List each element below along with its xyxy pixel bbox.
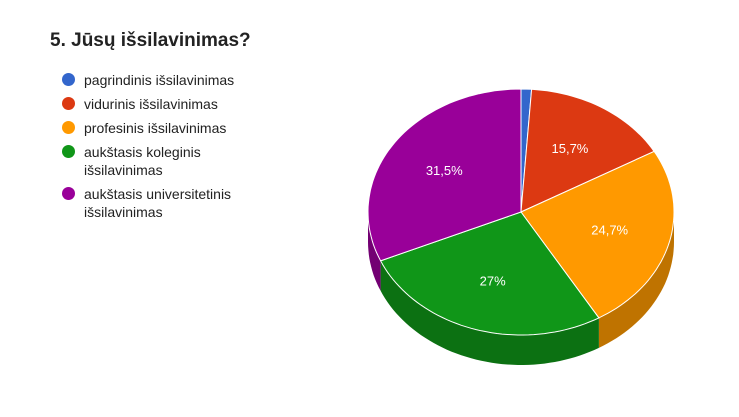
data-label: 31,5% [426,163,463,178]
slice [367,88,522,262]
legend-marker [62,145,75,158]
legend-marker [62,187,75,200]
legend-label: aukštasis koleginis išsilavinimas [84,144,201,178]
slice-side [368,212,381,291]
legend-item: aukštasis koleginis išsilavinimas [62,143,262,179]
legend-item: pagrindinis išsilavinimas [62,71,262,89]
legend-marker [62,121,75,134]
legend-marker [62,97,75,110]
data-label: 27% [480,274,506,289]
legend-marker [62,73,75,86]
chart-title: 5. Jūsų išsilavinimas? [50,30,251,51]
legend-item: profesinis išsilavinimas [62,119,262,137]
slice-side [380,260,599,365]
slice [520,150,675,319]
data-label: 15,7% [552,141,589,156]
legend-label: vidurinis išsilavinimas [84,96,218,112]
legend: pagrindinis išsilavinimas vidurinis išsil… [62,71,262,227]
slice [520,88,655,213]
slice-side [598,212,674,348]
legend-item: aukštasis universitetinis išsilavinimas [62,185,262,221]
data-label: 24,7% [591,222,628,237]
legend-label: aukštasis universitetinis išsilavinimas [84,186,232,220]
slice [379,211,600,336]
legend-label: pagrindinis išsilavinimas [84,72,235,88]
legend-label: profesinis išsilavinimas [84,120,227,136]
legend-item: vidurinis išsilavinimas [62,95,262,113]
